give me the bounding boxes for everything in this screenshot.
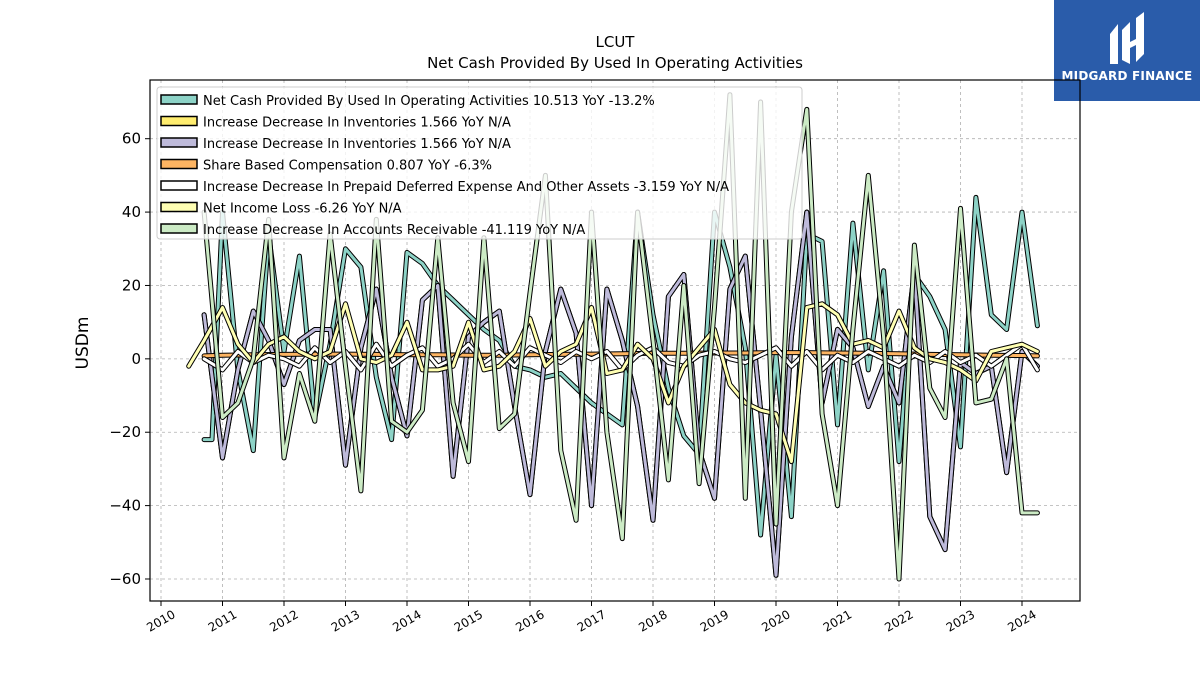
legend-entry: Net Income Loss -6.26 YoY N/A bbox=[203, 202, 402, 217]
legend-swatch bbox=[160, 180, 198, 191]
legend-entry: Share Based Compensation 0.807 YoY -6.3% bbox=[203, 159, 492, 174]
legend-swatch bbox=[160, 137, 198, 148]
brand-name: MIDGARD FINANCE bbox=[1061, 69, 1193, 83]
legend: Net Cash Provided By Used In Operating A… bbox=[156, 86, 803, 240]
chart-subtitle: Net Cash Provided By Used In Operating A… bbox=[427, 54, 803, 72]
x-tick-label: 2019 bbox=[698, 607, 731, 634]
x-tick-label: 2016 bbox=[513, 607, 546, 634]
series-line-2 bbox=[202, 210, 1039, 577]
legend-entry: Increase Decrease In Inventories 1.566 Y… bbox=[203, 116, 511, 131]
legend-swatch bbox=[160, 201, 198, 213]
legend-entry: Increase Decrease In Inventories 1.566 Y… bbox=[203, 137, 511, 152]
legend-box bbox=[156, 86, 803, 240]
x-tick-label: 2012 bbox=[267, 607, 300, 634]
legend-entry: Increase Decrease In Prepaid Deferred Ex… bbox=[203, 180, 729, 195]
brand-logo: MIDGARD FINANCE bbox=[1054, 0, 1200, 101]
legend-swatch bbox=[160, 158, 198, 170]
x-tick-label: 2024 bbox=[1005, 607, 1038, 634]
x-tick-label: 2010 bbox=[144, 607, 177, 634]
x-tick-label: 2020 bbox=[759, 607, 792, 634]
x-tick-label: 2015 bbox=[452, 607, 485, 634]
y-tick-label: −40 bbox=[109, 497, 141, 515]
y-tick-label: 20 bbox=[122, 276, 141, 294]
y-axis-label: USDm bbox=[73, 317, 93, 370]
y-tick-label: 0 bbox=[131, 350, 141, 368]
x-tick-label: 2018 bbox=[636, 607, 669, 634]
legend-entry: Increase Decrease In Accounts Receivable… bbox=[203, 223, 585, 238]
series-line-6 bbox=[202, 93, 1039, 581]
series-line-0 bbox=[202, 195, 1039, 537]
x-tick-label: 2021 bbox=[821, 607, 854, 634]
chart-title: LCUT bbox=[596, 33, 636, 51]
legend-swatch bbox=[160, 115, 198, 127]
y-tick-label: −20 bbox=[109, 423, 141, 441]
x-tick-label: 2013 bbox=[329, 607, 362, 634]
series-line-5 bbox=[187, 302, 1039, 464]
x-tick-label: 2017 bbox=[575, 607, 608, 634]
plot-frame bbox=[149, 79, 1081, 602]
y-tick-label: 60 bbox=[122, 130, 141, 148]
x-tick-label: 2022 bbox=[882, 607, 915, 634]
brand-mark-icon bbox=[1110, 12, 1144, 64]
x-tick-label: 2014 bbox=[390, 607, 423, 634]
legend-swatch bbox=[160, 223, 198, 234]
y-tick-label: 40 bbox=[122, 203, 141, 221]
legend-swatch bbox=[160, 94, 198, 105]
x-tick-label: 2011 bbox=[206, 607, 239, 634]
legend-entry: Net Cash Provided By Used In Operating A… bbox=[203, 94, 655, 109]
series-lines bbox=[186, 92, 1040, 582]
x-tick-label: 2023 bbox=[944, 607, 977, 634]
y-tick-label: −60 bbox=[109, 570, 141, 588]
